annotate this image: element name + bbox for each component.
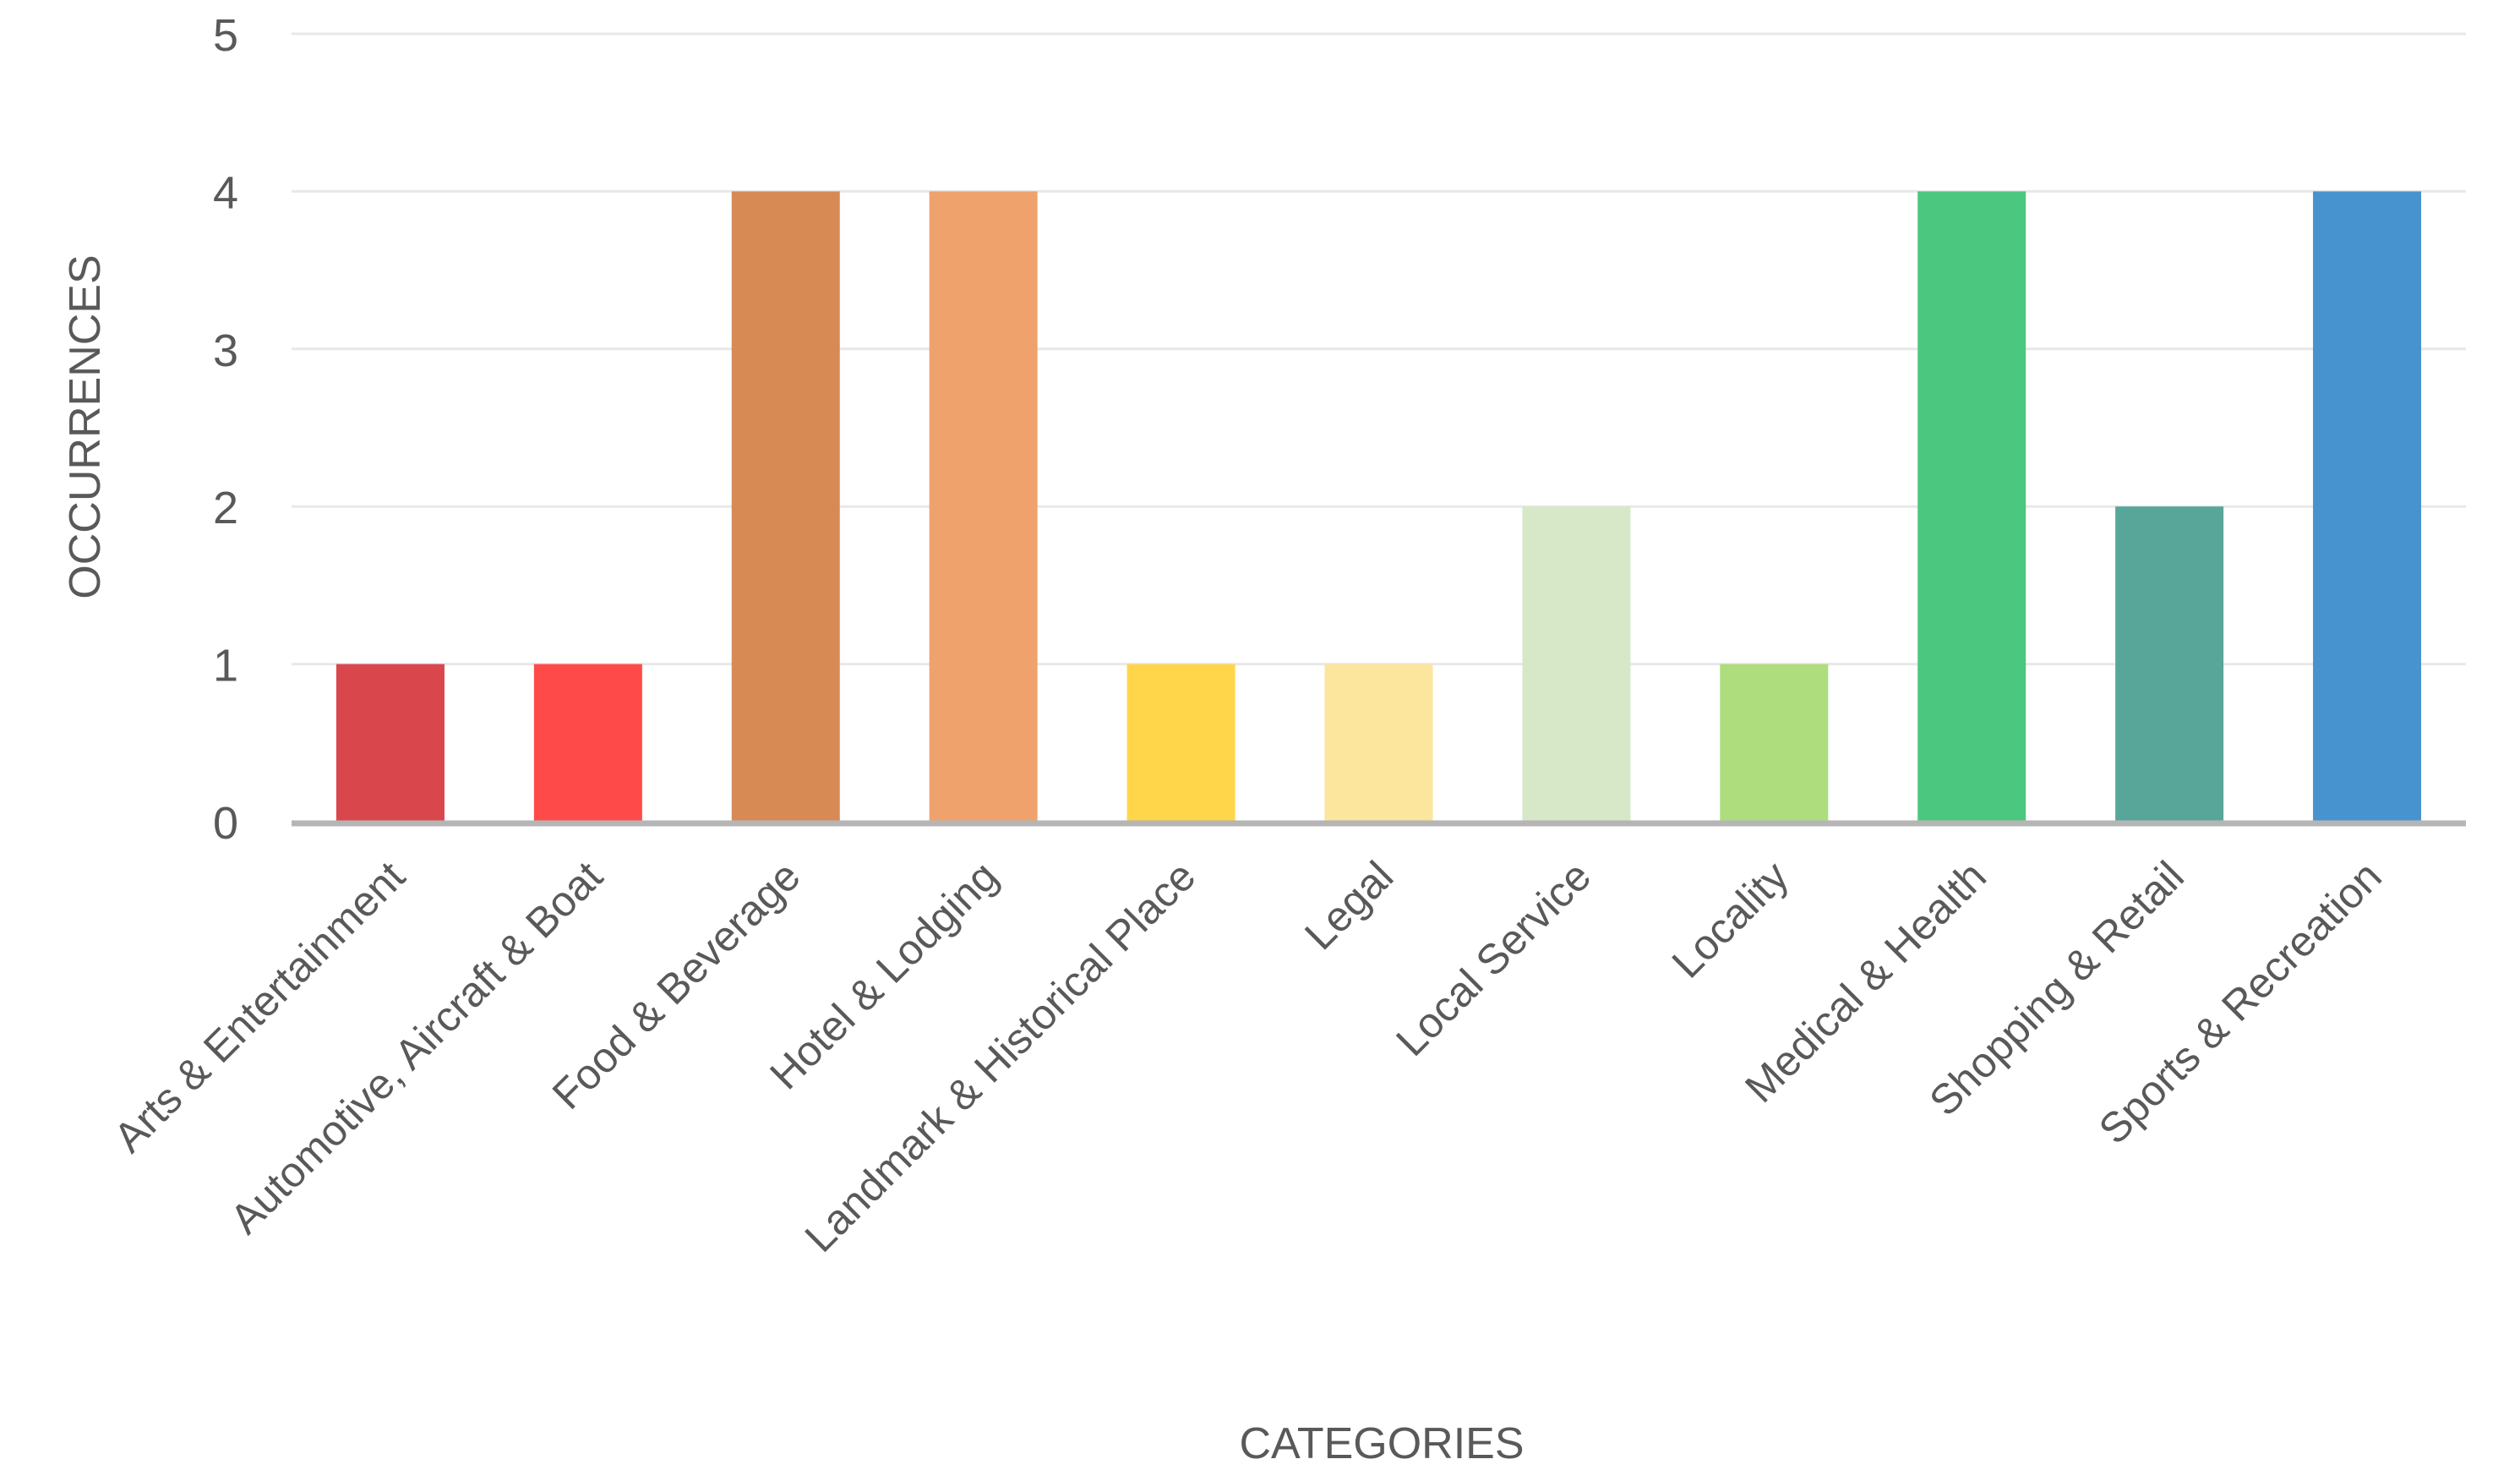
x-tick-label: Locality [1663,852,1797,986]
bar [1720,664,1829,822]
bar [1917,191,2026,822]
y-axis-title: OCCURRENCES [61,254,110,598]
x-axis-title: CATEGORIES [1239,1419,1524,1468]
y-tick-label: 3 [213,325,238,376]
bar [335,664,445,822]
x-tick-label: Landmark & Historical Place [796,852,1205,1261]
bars [335,191,2422,822]
bar [1126,664,1235,822]
bar [731,191,840,822]
bar [1324,664,1433,822]
bar [1522,506,1631,822]
y-tick-label: 4 [213,167,238,218]
x-tick-label: Local Service [1387,852,1600,1065]
bar [533,664,642,822]
y-tick-label: 0 [213,798,238,849]
y-tick-label: 2 [213,483,238,533]
bar [2115,506,2224,822]
x-tick-label: Legal [1295,852,1402,959]
x-tick-label: Automotive, Aircraft & Boat [221,852,612,1243]
bar [929,191,1038,822]
y-tick-label: 5 [213,10,238,61]
gridlines [292,32,2466,666]
y-axis-ticks: 0 1 2 3 4 5 [213,10,238,849]
bar [2313,191,2422,822]
y-tick-label: 1 [213,641,238,691]
